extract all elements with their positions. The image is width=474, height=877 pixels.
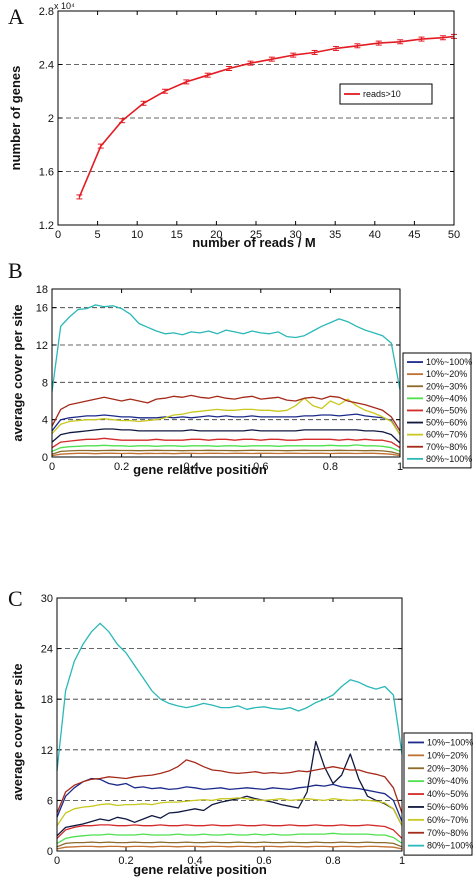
legend-entry: 30%~40%: [427, 776, 468, 786]
series-line: [56, 777, 403, 822]
x-tick-label: 45: [408, 229, 420, 241]
panel-label: A: [8, 4, 24, 29]
legend-entry: 50%~60%: [427, 802, 468, 812]
legend-entry: 60%~70%: [427, 815, 468, 825]
series-line: [51, 394, 401, 432]
legend-entry: 10%~20%: [426, 369, 467, 379]
legend-entry: 30%~40%: [426, 393, 467, 403]
y-tick-label: 0: [42, 452, 48, 464]
x-tick-label: 30: [289, 229, 301, 241]
x-axis-title: gene relative position: [133, 862, 267, 877]
legend-entry: 40%~50%: [426, 405, 467, 415]
y-tick-label: 2.4: [39, 60, 54, 72]
series-line: [51, 397, 401, 435]
y-tick-label: 12: [36, 340, 48, 352]
series-line: [56, 797, 403, 827]
legend-entry: 70%~80%: [427, 828, 468, 838]
x-tick-label: 35: [329, 229, 341, 241]
legend-entry: 40%~50%: [427, 789, 468, 799]
x-tick-label: 0.4: [187, 855, 202, 867]
series-line: [56, 845, 403, 850]
y-tick-label: 24: [41, 644, 53, 656]
legend-entry: 20%~30%: [427, 763, 468, 773]
panel-label: C: [8, 586, 23, 611]
y-tick-label: 1.2: [39, 220, 54, 232]
legend-box: [339, 83, 433, 105]
series-line: [56, 841, 403, 848]
legend-entry: 10%~100%: [427, 737, 473, 747]
legend-entry: 20%~30%: [426, 381, 467, 391]
panel-b: B average cover per site gene relative p…: [8, 258, 472, 477]
series-line: [56, 740, 403, 837]
legend-entry: 10%~100%: [426, 357, 472, 367]
series-line: [51, 437, 401, 449]
legend-entry: 50%~60%: [426, 418, 467, 428]
y-tick-label: 1.6: [39, 167, 54, 179]
x-tick-label: 0.2: [114, 461, 129, 473]
panel-a: A x 10⁴ number of genes number of reads …: [8, 1, 460, 250]
x-axis-title: gene relative position: [133, 462, 267, 477]
y-axis-title: average cover per site: [10, 304, 25, 441]
x-tick-label: 0: [55, 229, 61, 241]
series-line: [51, 413, 401, 435]
series-line: [56, 622, 403, 771]
y-tick-label: 18: [41, 694, 53, 706]
x-tick-label: 10: [131, 229, 143, 241]
y-axis-title: average cover per site: [10, 663, 25, 800]
x-tick-label: 1: [397, 461, 403, 473]
legend-entry: 80%~100%: [427, 841, 473, 851]
legend-entry: 80%~100%: [426, 454, 472, 464]
y-axis-title: number of genes: [8, 66, 23, 171]
y-tick-label: 0: [47, 846, 53, 858]
series-line: [51, 444, 401, 452]
y-tick-label: 18: [36, 284, 48, 296]
y-tick-label: 4: [42, 415, 48, 427]
x-tick-label: 5: [95, 229, 101, 241]
x-tick-label: 0: [49, 461, 55, 473]
plot-frame: [51, 288, 401, 458]
series-line: [56, 832, 403, 844]
y-tick-label: 8: [42, 377, 48, 389]
x-tick-label: 0.8: [323, 461, 338, 473]
x-tick-label: 1: [399, 855, 405, 867]
x-axis-title: number of reads / M: [192, 235, 316, 250]
series-line: [51, 428, 401, 444]
y-tick-label: 16: [36, 303, 48, 315]
legend-entry: 70%~80%: [426, 442, 467, 452]
series-line: [56, 824, 403, 839]
x-tick-label: 25: [250, 229, 262, 241]
series-line: [51, 304, 401, 392]
x-tick-label: 50: [448, 229, 460, 241]
x-tick-label: 40: [369, 229, 381, 241]
x-tick-label: 0.2: [118, 855, 133, 867]
series-line: [56, 759, 403, 814]
panel-label: B: [8, 258, 23, 283]
plot-area: [52, 289, 400, 457]
series-line: [51, 452, 401, 457]
plot-frame: [57, 10, 455, 226]
x-tick-label: 0.8: [325, 855, 340, 867]
x-tick-label: 0: [54, 855, 60, 867]
legend-entry: 60%~70%: [426, 430, 467, 440]
y-tick-label: 12: [41, 745, 53, 757]
plot-frame: [56, 597, 403, 852]
y-tick-label: 2: [48, 113, 54, 125]
panel-c: C average cover per site gene relative p…: [8, 586, 473, 877]
x-tick-label: 0.6: [256, 855, 271, 867]
x-tick-label: 0.4: [184, 461, 199, 473]
x-tick-label: 15: [171, 229, 183, 241]
legend-entry: reads>10: [363, 89, 401, 99]
plot-area: [57, 598, 402, 851]
series-line: [51, 449, 401, 455]
x-tick-label: 20: [210, 229, 222, 241]
legend-entry: 10%~20%: [427, 750, 468, 760]
x-tick-label: 0.6: [253, 461, 268, 473]
y-axis-multiplier: x 10⁴: [54, 1, 75, 11]
y-tick-label: 30: [41, 593, 53, 605]
y-tick-label: 6: [47, 795, 53, 807]
y-tick-label: 2.8: [39, 6, 54, 18]
